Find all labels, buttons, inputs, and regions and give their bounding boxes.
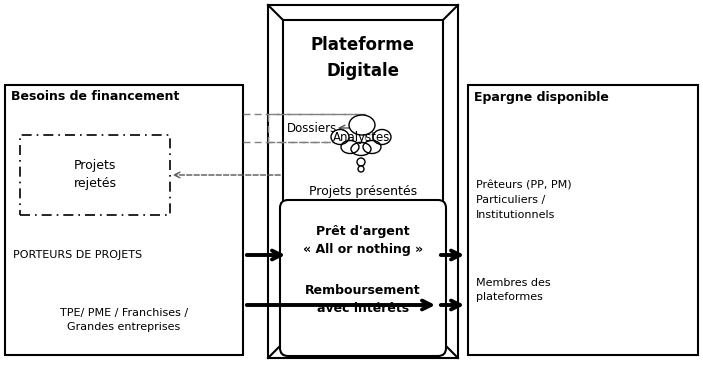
Text: Prêt d'argent
« All or nothing »: Prêt d'argent « All or nothing » bbox=[303, 225, 423, 256]
Text: Dossiers: Dossiers bbox=[286, 121, 337, 135]
Text: PORTEURS DE PROJETS: PORTEURS DE PROJETS bbox=[13, 250, 142, 260]
Text: Membres des
plateformes: Membres des plateformes bbox=[476, 278, 550, 302]
FancyBboxPatch shape bbox=[280, 200, 446, 356]
Text: Projets présentés: Projets présentés bbox=[309, 185, 417, 198]
Ellipse shape bbox=[351, 142, 371, 155]
Text: Plateforme
Digitale: Plateforme Digitale bbox=[311, 37, 415, 80]
Text: Besoins de financement: Besoins de financement bbox=[11, 91, 179, 104]
Text: Projets
rejetés: Projets rejetés bbox=[74, 159, 117, 191]
Text: Epargne disponible: Epargne disponible bbox=[474, 91, 609, 104]
Text: TPE/ PME / Franchises /
Grandes entreprises: TPE/ PME / Franchises / Grandes entrepri… bbox=[60, 308, 188, 332]
Circle shape bbox=[358, 166, 364, 172]
Ellipse shape bbox=[373, 130, 391, 145]
Text: Remboursement
avec intérêts: Remboursement avec intérêts bbox=[305, 285, 421, 316]
Text: Prêteurs (PP, PM)
Particuliers /
Institutionnels: Prêteurs (PP, PM) Particuliers / Institu… bbox=[476, 180, 572, 220]
Ellipse shape bbox=[349, 115, 375, 135]
Ellipse shape bbox=[341, 141, 359, 154]
Text: Analystes: Analystes bbox=[333, 131, 391, 145]
Ellipse shape bbox=[363, 141, 381, 154]
Circle shape bbox=[357, 158, 365, 166]
Ellipse shape bbox=[331, 130, 349, 145]
